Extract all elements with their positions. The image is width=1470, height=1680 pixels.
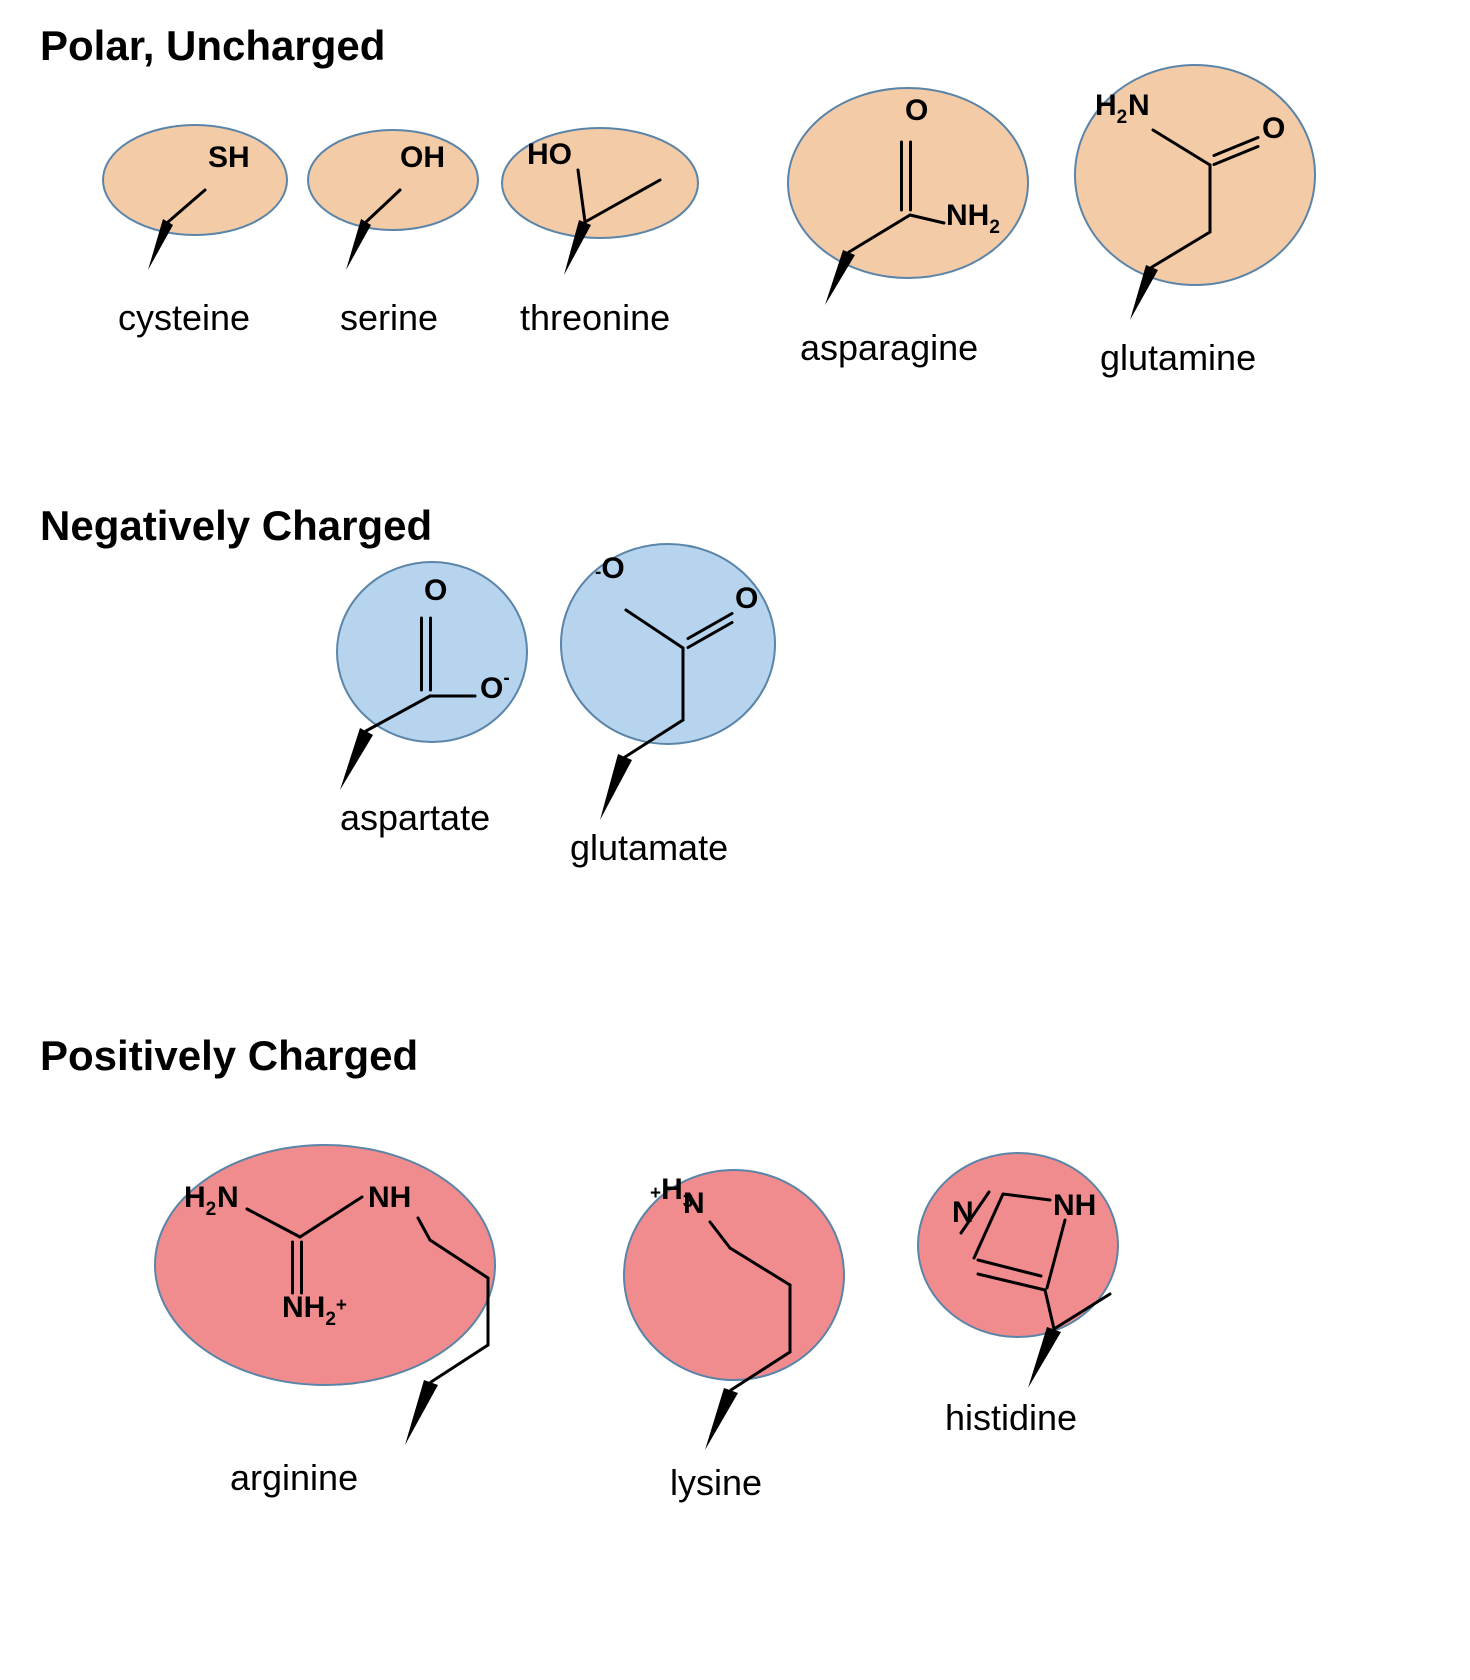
- aa-name-serine: serine: [340, 297, 438, 338]
- highlight-ellipse-arginine: [155, 1145, 495, 1385]
- category-title-pos: Positively Charged: [40, 1032, 418, 1079]
- atom-label: O: [424, 574, 447, 607]
- ellipse-layer: [103, 65, 1315, 1385]
- wedge-bond: [405, 1380, 438, 1445]
- aa-name-glutamate: glutamate: [570, 827, 728, 868]
- highlight-ellipse-cysteine: [103, 125, 287, 235]
- aa-name-histidine: histidine: [945, 1397, 1077, 1438]
- aa-name-arginine: arginine: [230, 1457, 358, 1498]
- atom-label: O: [905, 94, 928, 127]
- atom-label: N: [683, 1187, 705, 1220]
- aa-name-glutamine: glutamine: [1100, 337, 1256, 378]
- wedge-bond: [1130, 265, 1158, 320]
- atom-label: O: [735, 582, 758, 615]
- atom-label: HO: [527, 138, 572, 171]
- atom-label: NH: [1053, 1189, 1096, 1222]
- atom-label: -O: [595, 552, 625, 585]
- highlight-ellipse-glutamate: [561, 544, 775, 744]
- category-title-polar_uncharged: Polar, Uncharged: [40, 22, 385, 69]
- atom-label: O: [1262, 112, 1285, 145]
- aa-name-lysine: lysine: [670, 1462, 762, 1503]
- aa-name-asparagine: asparagine: [800, 327, 978, 368]
- wedge-bond: [600, 754, 632, 820]
- aa-name-aspartate: aspartate: [340, 797, 490, 838]
- atom-label: OH: [400, 141, 445, 174]
- atom-label: N: [952, 1196, 974, 1229]
- atom-label: NH: [368, 1181, 411, 1214]
- atom-label: N: [1128, 89, 1150, 122]
- wedge-bond: [340, 728, 373, 790]
- aa-name-cysteine: cysteine: [118, 297, 250, 338]
- wedge-bond: [705, 1388, 738, 1450]
- atom-label: SH: [208, 141, 250, 174]
- aa-name-threonine: threonine: [520, 297, 670, 338]
- atom-label: N: [217, 1181, 239, 1214]
- category-title-neg: Negatively Charged: [40, 502, 432, 549]
- highlight-ellipse-serine: [308, 130, 478, 230]
